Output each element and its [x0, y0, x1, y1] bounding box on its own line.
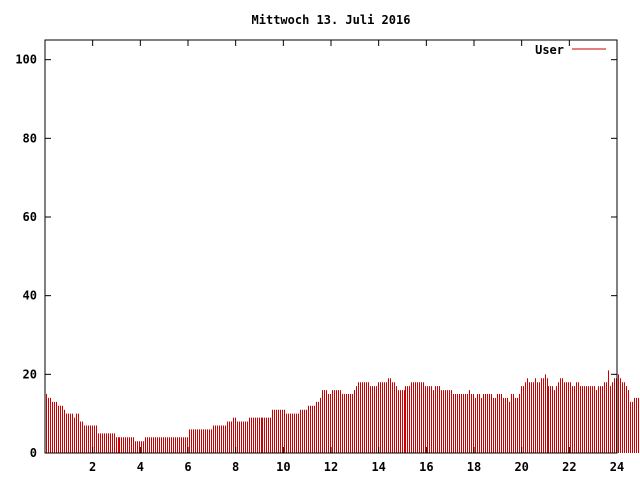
y-tick-label: 20	[23, 367, 37, 381]
x-tick-label: 12	[324, 460, 338, 474]
x-tick-label: 2	[89, 460, 96, 474]
legend-label: User	[535, 43, 564, 57]
y-tick-label: 40	[23, 289, 37, 303]
x-tick-label: 22	[562, 460, 576, 474]
x-tick-label: 16	[419, 460, 433, 474]
legend: User	[535, 43, 606, 57]
x-axis: 2 4 6 8 10 12 14 16 18 20 22 24	[89, 40, 624, 474]
bars-group	[46, 370, 639, 453]
x-tick-label: 6	[184, 460, 191, 474]
x-tick-label: 8	[232, 460, 239, 474]
y-tick-label: 60	[23, 210, 37, 224]
y-tick-label: 0	[30, 446, 37, 460]
x-tick-label: 18	[467, 460, 481, 474]
y-tick-label: 100	[15, 53, 37, 67]
x-tick-label: 20	[514, 460, 528, 474]
chart-title: Mittwoch 13. Juli 2016	[252, 13, 411, 27]
x-tick-label: 14	[371, 460, 385, 474]
x-tick-label: 4	[137, 460, 144, 474]
x-tick-label: 10	[276, 460, 290, 474]
x-tick-label: 24	[610, 460, 624, 474]
y-axis: 0 20 40 60 80 100	[15, 53, 617, 460]
y-tick-label: 80	[23, 131, 37, 145]
